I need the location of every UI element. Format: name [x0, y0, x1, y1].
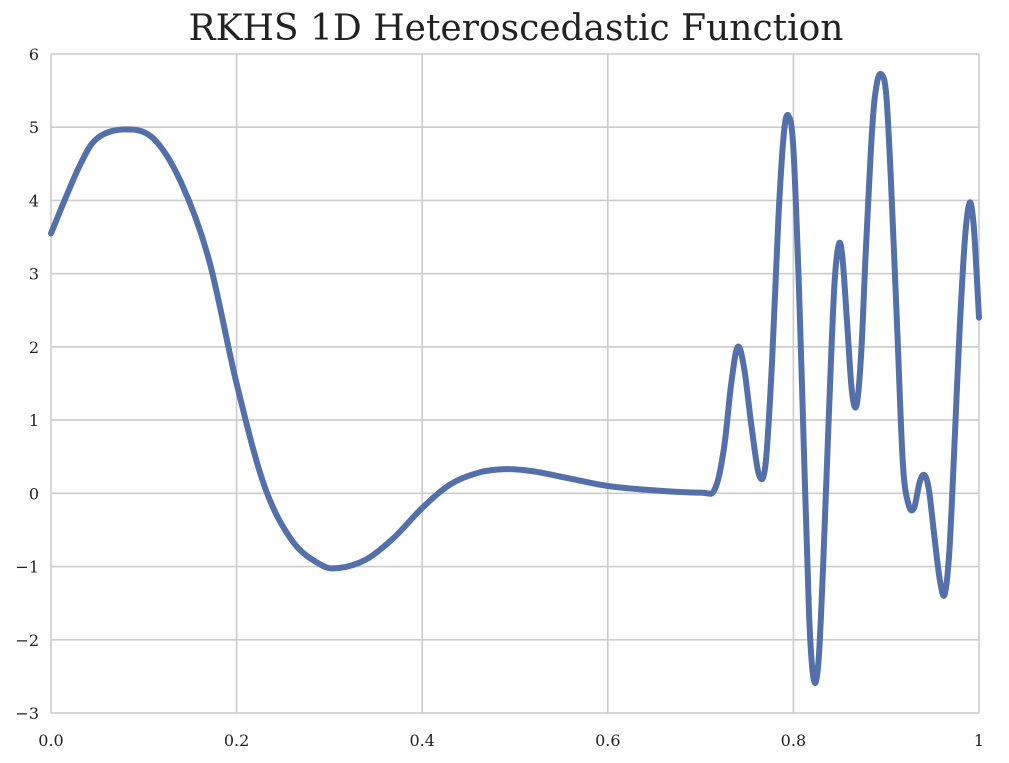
y-tick-label: −2: [15, 631, 39, 650]
x-tick-label: 0.4: [409, 731, 434, 750]
grid: [50, 53, 980, 714]
y-tick-label: 0: [29, 484, 39, 503]
chart-title: RKHS 1D Heteroscedastic Function: [189, 8, 844, 49]
y-tick-label: −1: [15, 558, 39, 577]
x-tick-label: 0.8: [781, 731, 806, 750]
y-tick-label: 6: [29, 45, 39, 64]
y-tick-label: 1: [29, 411, 39, 430]
y-tick-label: 3: [29, 265, 39, 284]
series-line: [48, 70, 982, 686]
y-tick-label: 5: [29, 118, 39, 137]
series-lines: [48, 70, 982, 686]
y-tick-label: 4: [29, 191, 39, 210]
tick-labels: 0.0 0.2 0.4 0.6 0.8 1 −3 −2 −1 0 1 2 3 4 5 6: [15, 45, 984, 750]
y-tick-label: 2: [29, 338, 39, 357]
x-tick-label: 0.0: [38, 731, 63, 750]
x-tick-label: 0.6: [595, 731, 620, 750]
x-tick-label: 0.2: [224, 731, 249, 750]
x-tick-label: 1: [974, 731, 984, 750]
y-tick-label: −3: [15, 704, 39, 723]
